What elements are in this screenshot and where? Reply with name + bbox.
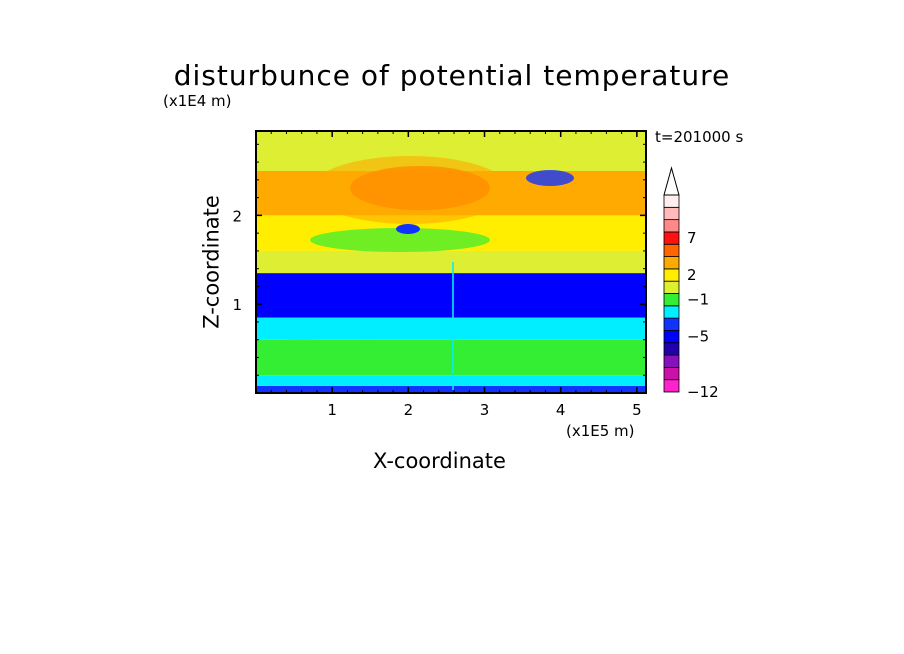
colorbar-bin — [663, 379, 680, 393]
warm-anomaly-halo — [310, 156, 510, 224]
colorbar-bin — [663, 280, 680, 294]
x-axis-unit: (x1E5 m) — [566, 422, 635, 440]
colorbar-label: −12 — [687, 383, 719, 401]
mid-green-patch — [310, 228, 490, 252]
upper-right-blue-streak — [526, 170, 574, 186]
colorbar-bin — [663, 342, 680, 356]
band-5 — [256, 250, 646, 274]
colorbar-bin — [663, 194, 680, 208]
x-tick-label: 1 — [327, 401, 337, 419]
band-1 — [256, 375, 646, 386]
time-annotation: t=201000 s — [655, 128, 744, 146]
colorbar-label: −5 — [687, 328, 709, 346]
y-tick-label: 2 — [232, 207, 242, 225]
x-axis-label: X-coordinate — [373, 449, 506, 473]
lower-green-patch — [300, 341, 540, 369]
colorbar-bin — [663, 206, 680, 221]
colorbar-label: 2 — [687, 266, 697, 284]
band-0 — [256, 385, 646, 393]
colorbar-bin — [663, 330, 680, 344]
chart-title: disturbunce of potential temperature — [173, 59, 731, 92]
y-axis-unit: (x1E4 m) — [163, 92, 232, 110]
x-tick-label: 5 — [632, 401, 642, 419]
colorbar-bin — [663, 231, 680, 245]
colorbar-bin — [663, 366, 680, 381]
colorbar-bin — [663, 305, 680, 319]
colorbar-bin — [663, 256, 680, 270]
x-tick-label: 3 — [480, 401, 490, 419]
colorbar-bin — [663, 293, 680, 307]
mid-blue-spot — [396, 224, 420, 234]
plot-frame — [255, 130, 647, 394]
x-tick-label: 4 — [556, 401, 566, 419]
y-tick-label: 1 — [232, 296, 242, 314]
colorbar: −12−5−127 — [663, 166, 719, 401]
colorbar-bin — [663, 317, 680, 331]
colorbar-label: −1 — [687, 291, 709, 309]
colorbar-bin — [663, 243, 680, 257]
band-4 — [256, 273, 646, 318]
colorbar-extend-arrow — [663, 166, 680, 196]
colorbar-bin — [663, 268, 680, 282]
colorbar-bin — [663, 354, 680, 368]
y-axis: 12 — [232, 143, 646, 376]
colorbar-bin — [663, 219, 680, 233]
field-features — [256, 156, 574, 390]
colorbar-label: 7 — [687, 229, 697, 247]
lower-cyan-patch — [256, 320, 360, 340]
x-axis: 1 2 3 4 5 — [270, 131, 642, 419]
x-tick-label: 2 — [404, 401, 414, 419]
